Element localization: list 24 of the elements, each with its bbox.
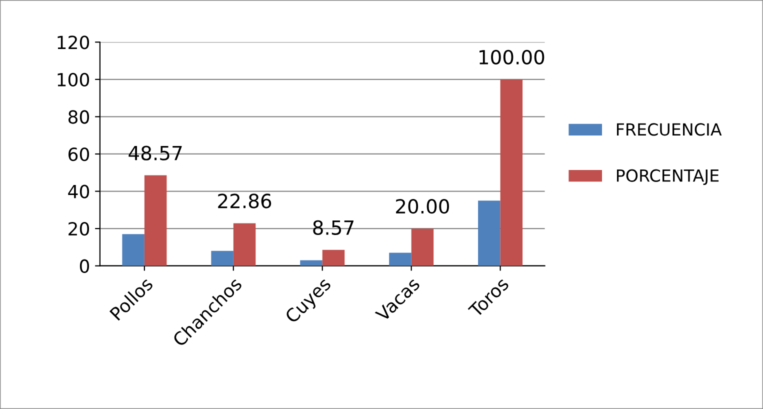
bar xyxy=(411,228,434,266)
y-tick-label: 60 xyxy=(68,147,90,162)
bar xyxy=(233,223,256,266)
y-tick-label: 20 xyxy=(68,222,90,236)
bar xyxy=(144,175,167,266)
data-label: 48.57 xyxy=(128,146,182,160)
data-label: 20.00 xyxy=(396,198,449,214)
bar xyxy=(500,79,523,266)
data-label: 8.57 xyxy=(313,220,354,235)
legend-label: PORCENTAJE xyxy=(616,169,719,185)
bar xyxy=(478,200,500,266)
y-tick-label: 40 xyxy=(68,184,90,198)
y-tick-label: 120 xyxy=(58,36,90,50)
bar xyxy=(122,234,144,266)
bar xyxy=(389,252,412,266)
bar xyxy=(322,250,345,266)
data-label: 22.86 xyxy=(218,194,272,208)
bar xyxy=(211,250,234,266)
y-tick-label: 0 xyxy=(80,259,90,273)
legend-label: FRECUENCIA xyxy=(616,123,722,136)
y-tick-label: 100 xyxy=(58,72,90,87)
y-tick-label: 80 xyxy=(68,110,90,124)
bar xyxy=(300,260,322,266)
data-label: 100.00 xyxy=(480,50,544,65)
